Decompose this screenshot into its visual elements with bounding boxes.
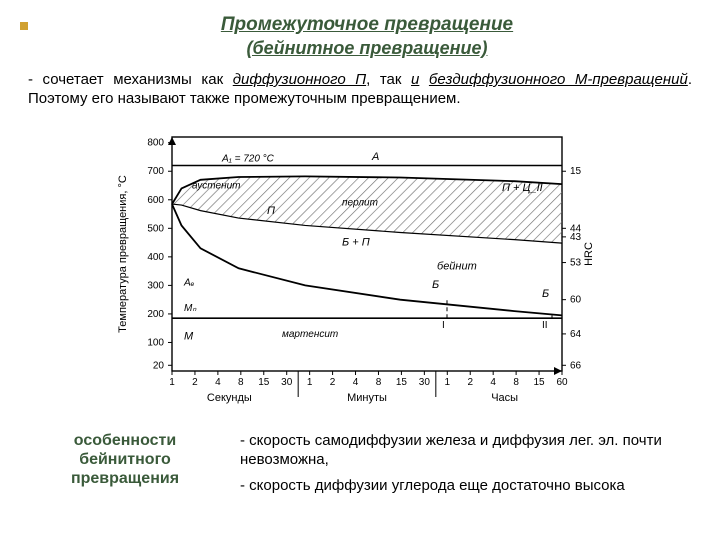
svg-text:66: 66 <box>570 360 582 371</box>
svg-text:A₁ = 720 °C: A₁ = 720 °C <box>221 153 275 164</box>
svg-text:4: 4 <box>215 377 221 388</box>
svg-text:бейнит: бейнит <box>437 260 477 272</box>
svg-text:15: 15 <box>258 377 270 388</box>
svg-text:перлит: перлит <box>342 197 378 208</box>
svg-text:60: 60 <box>556 377 568 388</box>
svg-text:Б: Б <box>542 287 549 299</box>
svg-text:2: 2 <box>467 377 473 388</box>
svg-text:Б: Б <box>432 279 439 291</box>
svg-text:100: 100 <box>147 337 164 348</box>
svg-text:Mₙ: Mₙ <box>184 303 197 314</box>
svg-text:1: 1 <box>445 377 451 388</box>
svg-text:4: 4 <box>490 377 496 388</box>
desc-sp <box>419 71 429 88</box>
page-subtitle: (бейнитное превращение) <box>34 38 700 59</box>
svg-text:8: 8 <box>376 377 382 388</box>
svg-text:64: 64 <box>570 328 582 339</box>
svg-text:8: 8 <box>238 377 244 388</box>
svg-text:30: 30 <box>419 377 431 388</box>
svg-text:200: 200 <box>147 308 164 319</box>
svg-text:1: 1 <box>169 377 175 388</box>
svg-text:мартенсит: мартенсит <box>282 328 338 339</box>
svg-text:15: 15 <box>533 377 545 388</box>
feat-p1: - скорость самодиффузии железа и диффузи… <box>240 431 690 470</box>
svg-text:15: 15 <box>570 166 582 177</box>
svg-text:43: 43 <box>570 231 582 242</box>
description: - сочетает механизмы как диффузионного П… <box>28 71 692 109</box>
page-title: Промежуточное превращение <box>34 14 700 36</box>
svg-text:30: 30 <box>281 377 293 388</box>
svg-text:Б + П: Б + П <box>342 236 370 248</box>
desc-u3: бездиффузионного М-превращений <box>429 71 688 88</box>
svg-text:500: 500 <box>147 223 164 234</box>
feat-l2: бейнитного <box>79 451 171 468</box>
svg-text:Секунды: Секунды <box>207 392 252 404</box>
svg-text:700: 700 <box>147 166 164 177</box>
svg-text:Часы: Часы <box>491 392 518 404</box>
ttt-diagram: 20 100 200 300 400 500 600 700 800 15 4 4 43 53 60 64 66… <box>110 119 610 419</box>
desc-u1: диффузионного П <box>233 71 366 88</box>
svg-text:A: A <box>371 150 379 162</box>
svg-text:600: 600 <box>147 194 164 205</box>
svg-text:2: 2 <box>192 377 198 388</box>
desc-mid: , так <box>366 71 411 88</box>
svg-text:I: I <box>442 320 445 331</box>
svg-text:4: 4 <box>353 377 359 388</box>
bullet-marker <box>20 22 28 30</box>
desc-lead: - сочетает механизмы как <box>28 71 233 88</box>
svg-text:60: 60 <box>570 294 582 305</box>
feat-l1: особенности <box>74 432 176 449</box>
svg-text:800: 800 <box>147 137 164 148</box>
svg-text:8: 8 <box>513 377 519 388</box>
svg-text:II: II <box>542 320 548 331</box>
svg-text:400: 400 <box>147 251 164 262</box>
svg-text:Aₑ: Aₑ <box>183 277 195 288</box>
feat-l3: превращения <box>71 470 179 487</box>
feat-p2: - скорость диффузии углерода еще достато… <box>240 476 690 496</box>
svg-text:П + Ц_II: П + Ц_II <box>502 182 543 194</box>
svg-text:2: 2 <box>330 377 336 388</box>
svg-text:Минуты: Минуты <box>347 392 387 404</box>
features-text: - скорость самодиффузии железа и диффузи… <box>240 431 690 502</box>
svg-text:300: 300 <box>147 280 164 291</box>
svg-text:HRC: HRC <box>583 242 595 266</box>
svg-text:1: 1 <box>307 377 313 388</box>
svg-text:15: 15 <box>396 377 408 388</box>
svg-text:M: M <box>184 330 194 342</box>
svg-text:20: 20 <box>153 360 165 371</box>
svg-text:Температура превращения, °С: Температура превращения, °С <box>117 175 129 333</box>
svg-text:53: 53 <box>570 257 582 268</box>
features-heading: особенности бейнитного превращения <box>40 431 210 489</box>
svg-text:аустенит: аустенит <box>192 180 241 191</box>
svg-text:П: П <box>267 205 275 217</box>
